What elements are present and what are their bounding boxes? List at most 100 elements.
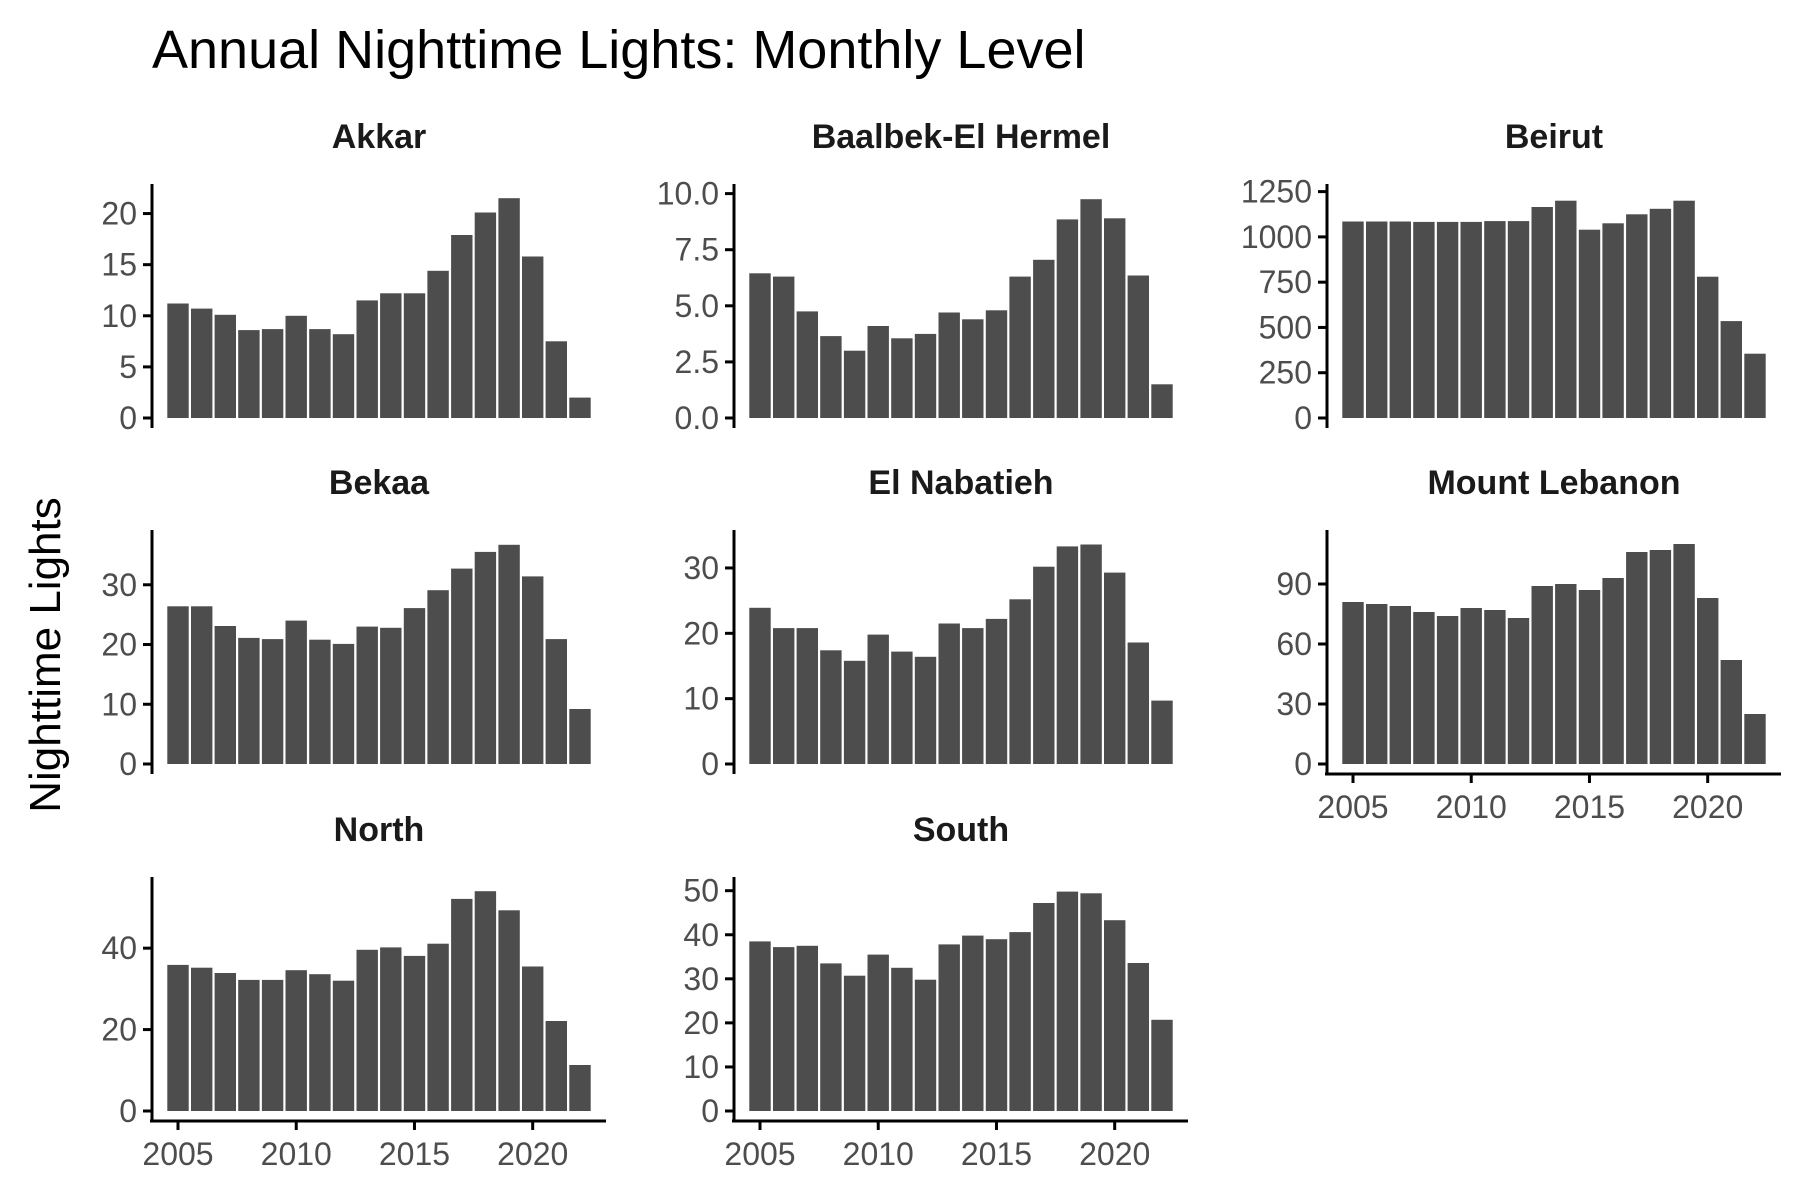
y-tick-label-north-2: 40	[101, 930, 137, 966]
bar-akkar-2017	[451, 235, 473, 418]
bar-beirut-2018	[1649, 208, 1672, 418]
bar-beirut-2015	[1578, 229, 1601, 418]
facet-title-bekaa: Bekaa	[329, 464, 430, 502]
y-tick-label-south-3: 30	[683, 961, 719, 997]
bar-baalbek-el-hermel-2007	[796, 311, 818, 418]
bar-akkar-2008	[238, 330, 260, 418]
x-tick-label-north-0: 2005	[142, 1136, 213, 1172]
bar-baalbek-el-hermel-2009	[843, 350, 866, 418]
y-tick-label-mount-lebanon-3: 90	[1276, 566, 1312, 602]
x-tick-label-mount-lebanon-3: 2020	[1672, 789, 1743, 825]
bar-baalbek-el-hermel-2012	[914, 333, 937, 418]
bar-baalbek-el-hermel-2021	[1127, 275, 1149, 418]
bar-akkar-2010	[285, 315, 307, 418]
y-tick-label-baalbek-el-hermel-3: 7.5	[675, 232, 719, 268]
bar-bekaa-2021	[545, 639, 567, 764]
bar-beirut-2009	[1436, 221, 1459, 418]
bar-south-2010	[867, 954, 889, 1111]
y-tick-label-mount-lebanon-1: 30	[1276, 686, 1312, 722]
bar-mount-lebanon-2015	[1578, 590, 1601, 764]
facet-title-beirut: Beirut	[1505, 118, 1603, 156]
x-tick-label-north-1: 2010	[261, 1136, 332, 1172]
bar-akkar-2013	[356, 300, 378, 418]
bar-north-2020	[522, 966, 544, 1111]
bar-el-nabatieh-2009	[843, 660, 866, 764]
y-tick-label-bekaa-2: 20	[101, 627, 137, 663]
bar-baalbek-el-hermel-2018	[1056, 219, 1079, 418]
panel-mount-lebanon: Mount Lebanon 0 30 60 90 2005 2010 2015 2020	[1276, 464, 1781, 825]
bar-north-2015	[403, 955, 426, 1111]
bar-north-2009	[261, 979, 284, 1111]
panel-beirut: Beirut 0 250 500 750 1000 1250	[1241, 118, 1766, 436]
bar-bekaa-2006	[191, 606, 213, 764]
bar-baalbek-el-hermel-2017	[1033, 259, 1055, 418]
bar-north-2022	[569, 1065, 591, 1111]
bar-akkar-2012	[332, 334, 355, 418]
bar-south-2018	[1056, 891, 1079, 1111]
bar-north-2007	[214, 973, 236, 1111]
bar-el-nabatieh-2013	[938, 623, 960, 764]
bar-baalbek-el-hermel-2020	[1104, 218, 1126, 418]
y-tick-label-bekaa-0: 0	[119, 746, 137, 782]
bar-baalbek-el-hermel-2019	[1080, 199, 1102, 418]
bar-bekaa-2007	[214, 626, 236, 764]
y-tick-label-north-0: 0	[119, 1093, 137, 1129]
y-tick-label-akkar-4: 20	[101, 196, 137, 232]
facet-title-north: North	[334, 811, 425, 849]
x-tick-label-north-3: 2020	[497, 1136, 568, 1172]
x-tick-label-south-0: 2005	[724, 1136, 795, 1172]
bar-akkar-2016	[427, 270, 449, 418]
facet-title-baalbek-el-hermel: Baalbek-El Hermel	[812, 118, 1111, 156]
bar-mount-lebanon-2012	[1507, 618, 1530, 764]
x-tick-label-south-1: 2010	[843, 1136, 914, 1172]
bar-south-2005	[749, 941, 771, 1111]
bar-beirut-2013	[1531, 207, 1553, 418]
y-tick-label-el-nabatieh-3: 30	[683, 550, 719, 586]
bar-baalbek-el-hermel-2014	[962, 319, 984, 418]
bar-bekaa-2008	[238, 637, 260, 764]
bar-beirut-2016	[1602, 223, 1624, 418]
bar-akkar-2011	[309, 329, 331, 418]
bar-north-2005	[167, 964, 189, 1111]
x-tick-label-south-2: 2015	[961, 1136, 1032, 1172]
bar-mount-lebanon-2008	[1413, 612, 1435, 764]
bar-bekaa-2020	[522, 576, 544, 764]
bar-akkar-2009	[261, 329, 284, 418]
bar-south-2017	[1033, 903, 1055, 1111]
bar-south-2016	[1009, 932, 1031, 1111]
bar-mount-lebanon-2010	[1460, 608, 1482, 764]
y-tick-label-bekaa-1: 10	[101, 686, 137, 722]
bar-north-2008	[238, 979, 260, 1111]
y-tick-label-baalbek-el-hermel-4: 10.0	[657, 176, 719, 212]
y-tick-label-baalbek-el-hermel-1: 2.5	[675, 344, 719, 380]
bar-akkar-2019	[498, 198, 520, 418]
bar-mount-lebanon-2011	[1484, 610, 1506, 764]
bar-el-nabatieh-2008	[820, 650, 842, 764]
bar-south-2011	[891, 967, 913, 1111]
facet-title-el-nabatieh: El Nabatieh	[868, 464, 1053, 502]
panel-north: North 0 20 40 2005 2010 2015 2020	[101, 811, 606, 1172]
bar-el-nabatieh-2019	[1080, 544, 1102, 764]
bar-north-2018	[474, 891, 497, 1111]
bar-akkar-2007	[214, 314, 236, 418]
bar-beirut-2012	[1507, 221, 1530, 418]
bar-north-2010	[285, 970, 307, 1111]
bar-north-2012	[332, 980, 355, 1111]
facet-title-south: South	[913, 811, 1009, 849]
bar-bekaa-2019	[498, 544, 520, 764]
y-tick-label-south-0: 0	[701, 1093, 719, 1129]
bar-south-2019	[1080, 893, 1102, 1111]
bar-north-2006	[191, 967, 213, 1111]
bar-el-nabatieh-2007	[796, 628, 818, 764]
bar-akkar-2020	[522, 256, 544, 418]
bar-akkar-2022	[569, 397, 591, 418]
y-tick-label-mount-lebanon-2: 60	[1276, 626, 1312, 662]
bar-el-nabatieh-2005	[749, 607, 771, 764]
bar-baalbek-el-hermel-2013	[938, 312, 960, 418]
bar-baalbek-el-hermel-2010	[867, 326, 889, 418]
y-tick-label-beirut-0: 0	[1294, 400, 1312, 436]
bar-el-nabatieh-2022	[1151, 700, 1173, 764]
y-tick-label-beirut-1: 250	[1259, 355, 1312, 391]
x-tick-label-mount-lebanon-1: 2010	[1436, 789, 1507, 825]
y-tick-label-south-2: 20	[683, 1005, 719, 1041]
